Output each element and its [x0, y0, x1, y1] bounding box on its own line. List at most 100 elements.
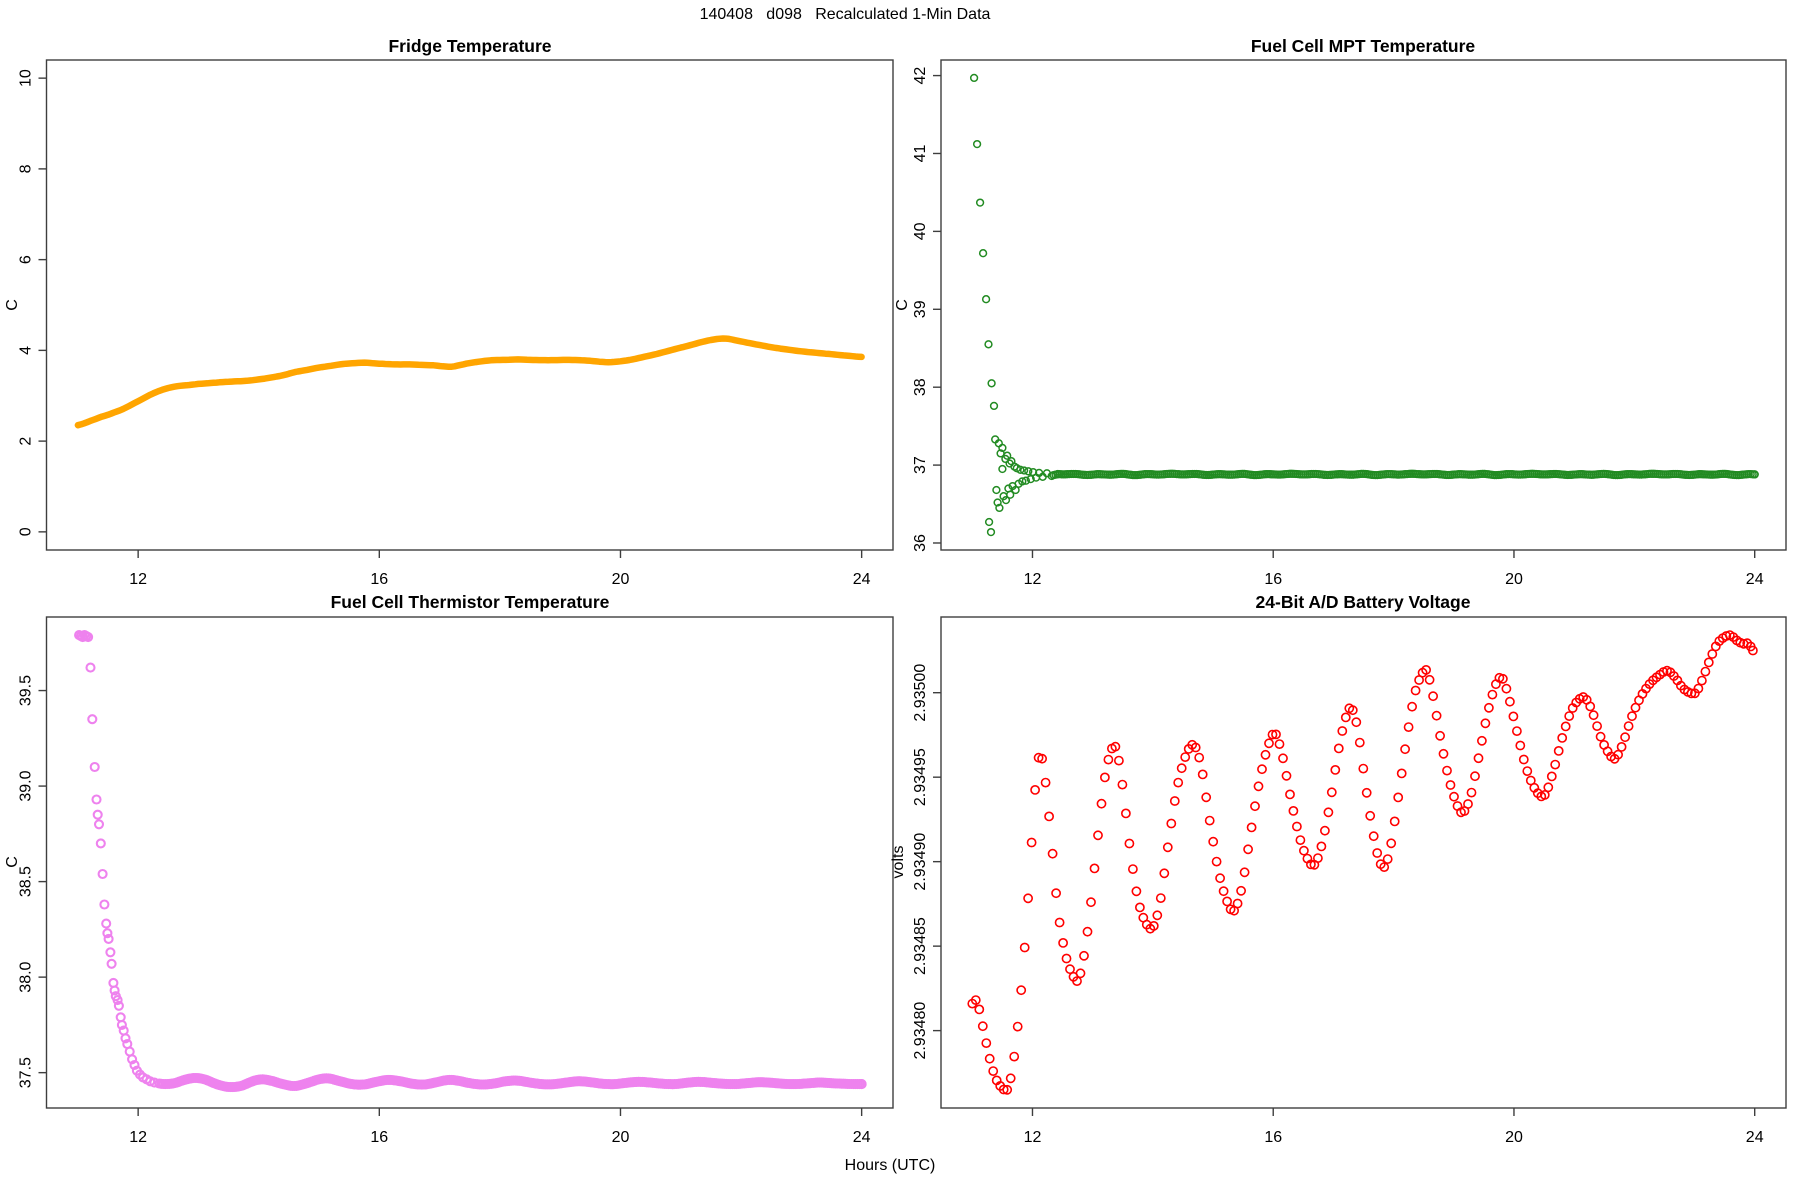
data-point-battery_volts [1159, 868, 1170, 879]
data-point-battery_volts [998, 1084, 1009, 1095]
y-tick-label: 41 [912, 144, 929, 162]
y-axis-label-thermistor: C [4, 856, 21, 868]
data-point-battery_volts [1484, 702, 1494, 713]
data-point-battery_volts [1155, 893, 1166, 903]
y-tick-label: 6 [18, 255, 35, 264]
data-point-battery_volts [1512, 726, 1522, 736]
data-point-battery_volts [1337, 726, 1348, 736]
x-tick-label: 24 [1746, 1129, 1764, 1146]
data-point-battery_volts [1162, 842, 1173, 853]
data-point-battery_volts [1040, 777, 1051, 788]
data-point-battery_volts [1386, 838, 1397, 849]
data-point-battery_volts [1016, 985, 1027, 996]
data-line-fridge_temp_C [74, 335, 865, 429]
plot-box [940, 616, 1787, 1109]
y-tick-label: 38 [912, 378, 929, 396]
data-point-battery_volts [1236, 885, 1246, 896]
data-point-battery_volts [1372, 848, 1383, 858]
data-point-battery_volts [1274, 739, 1285, 749]
data-point-battery_volts [1592, 721, 1602, 731]
data-point-startup_transient [1019, 466, 1029, 475]
data-point-battery_volts [1368, 831, 1379, 842]
data-point-battery_volts [1047, 848, 1058, 859]
x-tick-label: 16 [1264, 571, 1282, 588]
data-point-battery_volts [1470, 771, 1480, 782]
data-point-cooldown_transient [93, 819, 105, 830]
data-point-battery_volts [1096, 798, 1107, 809]
y-tick-label: 0 [18, 527, 35, 536]
data-point-battery_volts [1323, 807, 1334, 818]
data-point-battery_volts [1253, 781, 1264, 792]
data-point-battery_volts [1700, 666, 1711, 677]
data-point-steady_tail [856, 1079, 867, 1090]
data-point-battery_volts [1131, 886, 1142, 897]
data-point-battery_volts [1002, 1084, 1013, 1095]
data-point-battery_volts [1393, 792, 1404, 803]
data-point-startup_transient [1018, 477, 1027, 486]
data-point-battery_volts [1539, 790, 1550, 800]
data-point-battery_volts [1061, 953, 1072, 964]
data-point-cooldown_transient [99, 899, 110, 910]
y-tick-label: 39 [912, 300, 929, 318]
data-point-battery_volts [1044, 811, 1054, 822]
y-tick-label: 10 [18, 69, 35, 87]
data-point-battery_volts [1152, 910, 1163, 921]
data-point-battery_volts [1421, 665, 1431, 675]
data-point-battery_volts [1128, 864, 1138, 874]
data-point-battery_volts [1103, 754, 1114, 765]
data-point-battery_volts [1358, 763, 1369, 774]
data-point-battery_volts [1697, 675, 1707, 686]
data-point-battery_volts [1435, 730, 1445, 741]
data-point-cooldown_transient [87, 714, 98, 725]
x-tick-label: 12 [129, 571, 147, 588]
data-point-battery_volts [1340, 712, 1351, 723]
data-point-battery_volts [1110, 741, 1121, 752]
data-point-battery_volts [1250, 801, 1260, 812]
data-point-battery_volts [1264, 738, 1274, 749]
x-tick-label: 20 [612, 571, 630, 588]
data-point-battery_volts [1560, 721, 1571, 732]
data-point-battery_volts [1124, 838, 1135, 849]
main-title: 140408 d098 Recalculated 1-Min Data [699, 6, 991, 23]
data-point-battery_volts [1613, 749, 1623, 760]
y-tick-label: 36 [912, 534, 929, 552]
data-point-battery_volts [1114, 755, 1124, 766]
data-point-battery_volts [1407, 701, 1417, 712]
data-point-battery_volts [1403, 722, 1414, 732]
data-point-battery_volts [1522, 766, 1533, 776]
data-point-battery_volts [1501, 683, 1512, 694]
data-point-cooldown_transient [92, 809, 103, 820]
data-point-battery_volts [970, 995, 981, 1005]
data-point-battery_volts [1498, 673, 1508, 684]
data-point-cooldown_transient [89, 761, 100, 773]
data-point-battery_volts [1285, 789, 1295, 800]
data-point-cooldown_transient [109, 985, 120, 996]
data-point-battery_volts [1292, 821, 1302, 832]
y-tick-label: 40 [912, 222, 929, 240]
data-point-battery_volts [1553, 746, 1564, 756]
data-point-battery_volts [1466, 787, 1477, 798]
data-point-battery_volts [1218, 886, 1229, 897]
data-point-battery_volts [1442, 765, 1452, 776]
data-point-startup_transient [998, 443, 1007, 453]
data-point-battery_volts [1023, 893, 1033, 904]
data-point-battery_volts [1707, 649, 1718, 659]
data-point-battery_volts [1093, 830, 1103, 841]
panel-mpt: 12 16 20 24 36 37 38 39 40 41 42 [912, 59, 1787, 588]
data-point-battery_volts [1121, 808, 1131, 819]
x-axis-label: Hours (UTC) [844, 1157, 936, 1174]
x-tick-label: 20 [1505, 1129, 1523, 1146]
panel-title-mpt: Fuel Cell MPT Temperature [1250, 36, 1476, 56]
plot-box [45, 616, 894, 1109]
y-axis-label-battery: volts [890, 845, 907, 879]
data-point-battery_volts [1333, 743, 1344, 754]
data-point-battery_volts [1239, 867, 1250, 878]
data-point-cooldown_transient [91, 794, 102, 805]
x-tick-label: 12 [129, 1129, 147, 1146]
data-point-battery_volts [1449, 791, 1459, 802]
data-point-battery_volts [1190, 742, 1201, 753]
data-point-battery_volts [1361, 787, 1372, 798]
data-point-battery_volts [1585, 701, 1596, 712]
